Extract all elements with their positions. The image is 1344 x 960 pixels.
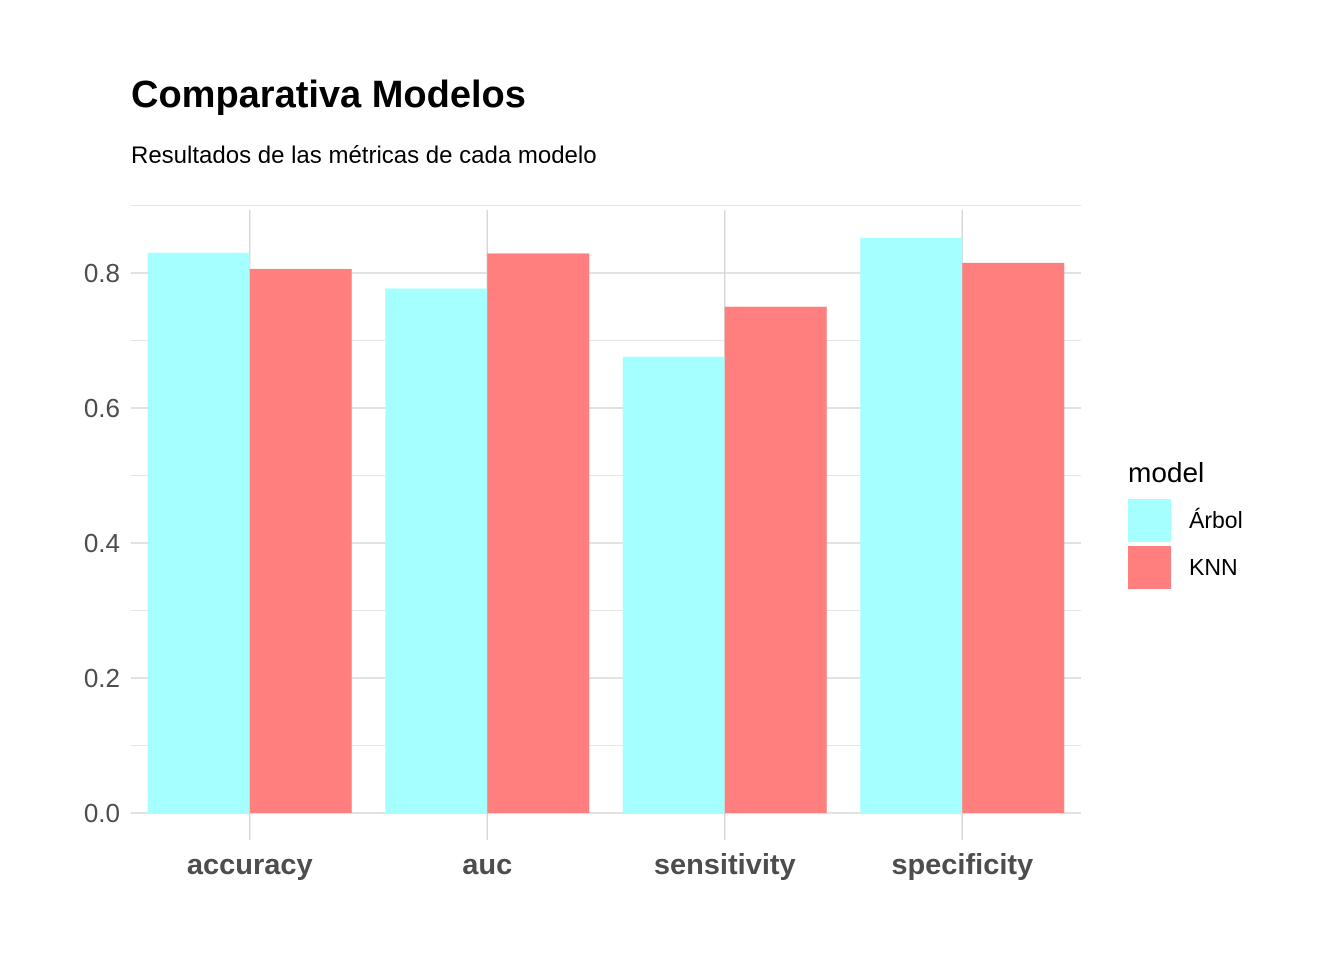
bar-auc-arbol [385, 288, 488, 813]
bar-specificity-arbol [860, 237, 963, 813]
chart-subtitle: Resultados de las métricas de cada model… [131, 142, 597, 169]
bar-sensitivity-arbol [622, 356, 725, 813]
y-tick-label: 0.0 [84, 798, 120, 828]
bar-specificity-knn [962, 262, 1065, 813]
legend: model Árbol KNN [1128, 457, 1243, 591]
bar-sensitivity-knn [724, 306, 827, 813]
y-tick-label: 0.8 [84, 258, 120, 288]
bar-auc-knn [487, 253, 590, 814]
x-tick-label: auc [462, 849, 512, 881]
legend-label-arbol: Árbol [1189, 507, 1243, 533]
x-tick-label: specificity [891, 849, 1033, 881]
y-tick-label: 0.6 [84, 393, 120, 423]
legend-item-arbol: Árbol [1128, 497, 1243, 544]
legend-label-knn: KNN [1189, 554, 1238, 580]
legend-title: model [1128, 457, 1205, 488]
legend-swatch-knn [1128, 546, 1171, 589]
x-tick-label: accuracy [187, 849, 313, 881]
bar-accuracy-arbol [147, 252, 250, 813]
legend-item-knn: KNN [1128, 544, 1243, 591]
legend-swatch-arbol [1128, 499, 1171, 542]
chart-title: Comparativa Modelos [131, 74, 526, 116]
y-tick-label: 0.2 [84, 663, 120, 693]
y-tick-label: 0.4 [84, 528, 120, 558]
x-tick-label: sensitivity [654, 849, 796, 881]
bar-accuracy-knn [249, 268, 352, 813]
